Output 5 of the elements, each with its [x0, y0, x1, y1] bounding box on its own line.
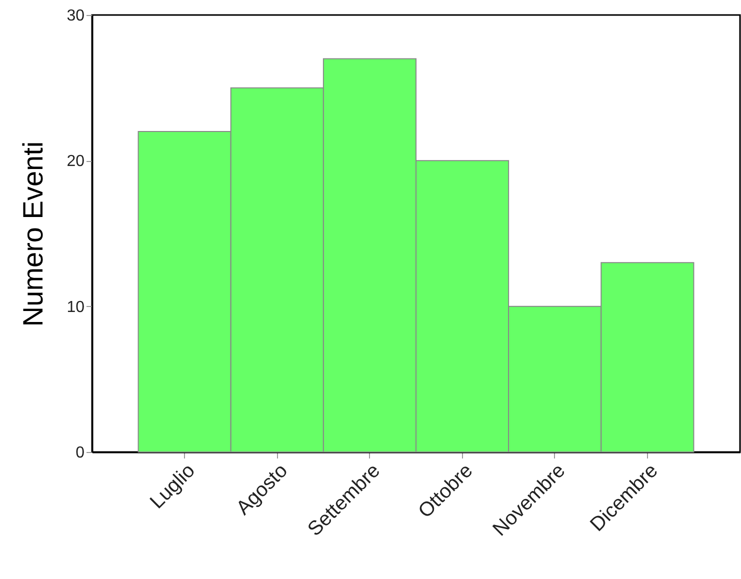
y-tick-label: 0 — [76, 444, 85, 462]
y-tick-label: 30 — [66, 8, 85, 24]
y-axis-title: Numero Eventi — [18, 141, 49, 327]
y-tick-label: 10 — [66, 298, 85, 316]
y-tick-label: 20 — [66, 153, 85, 170]
